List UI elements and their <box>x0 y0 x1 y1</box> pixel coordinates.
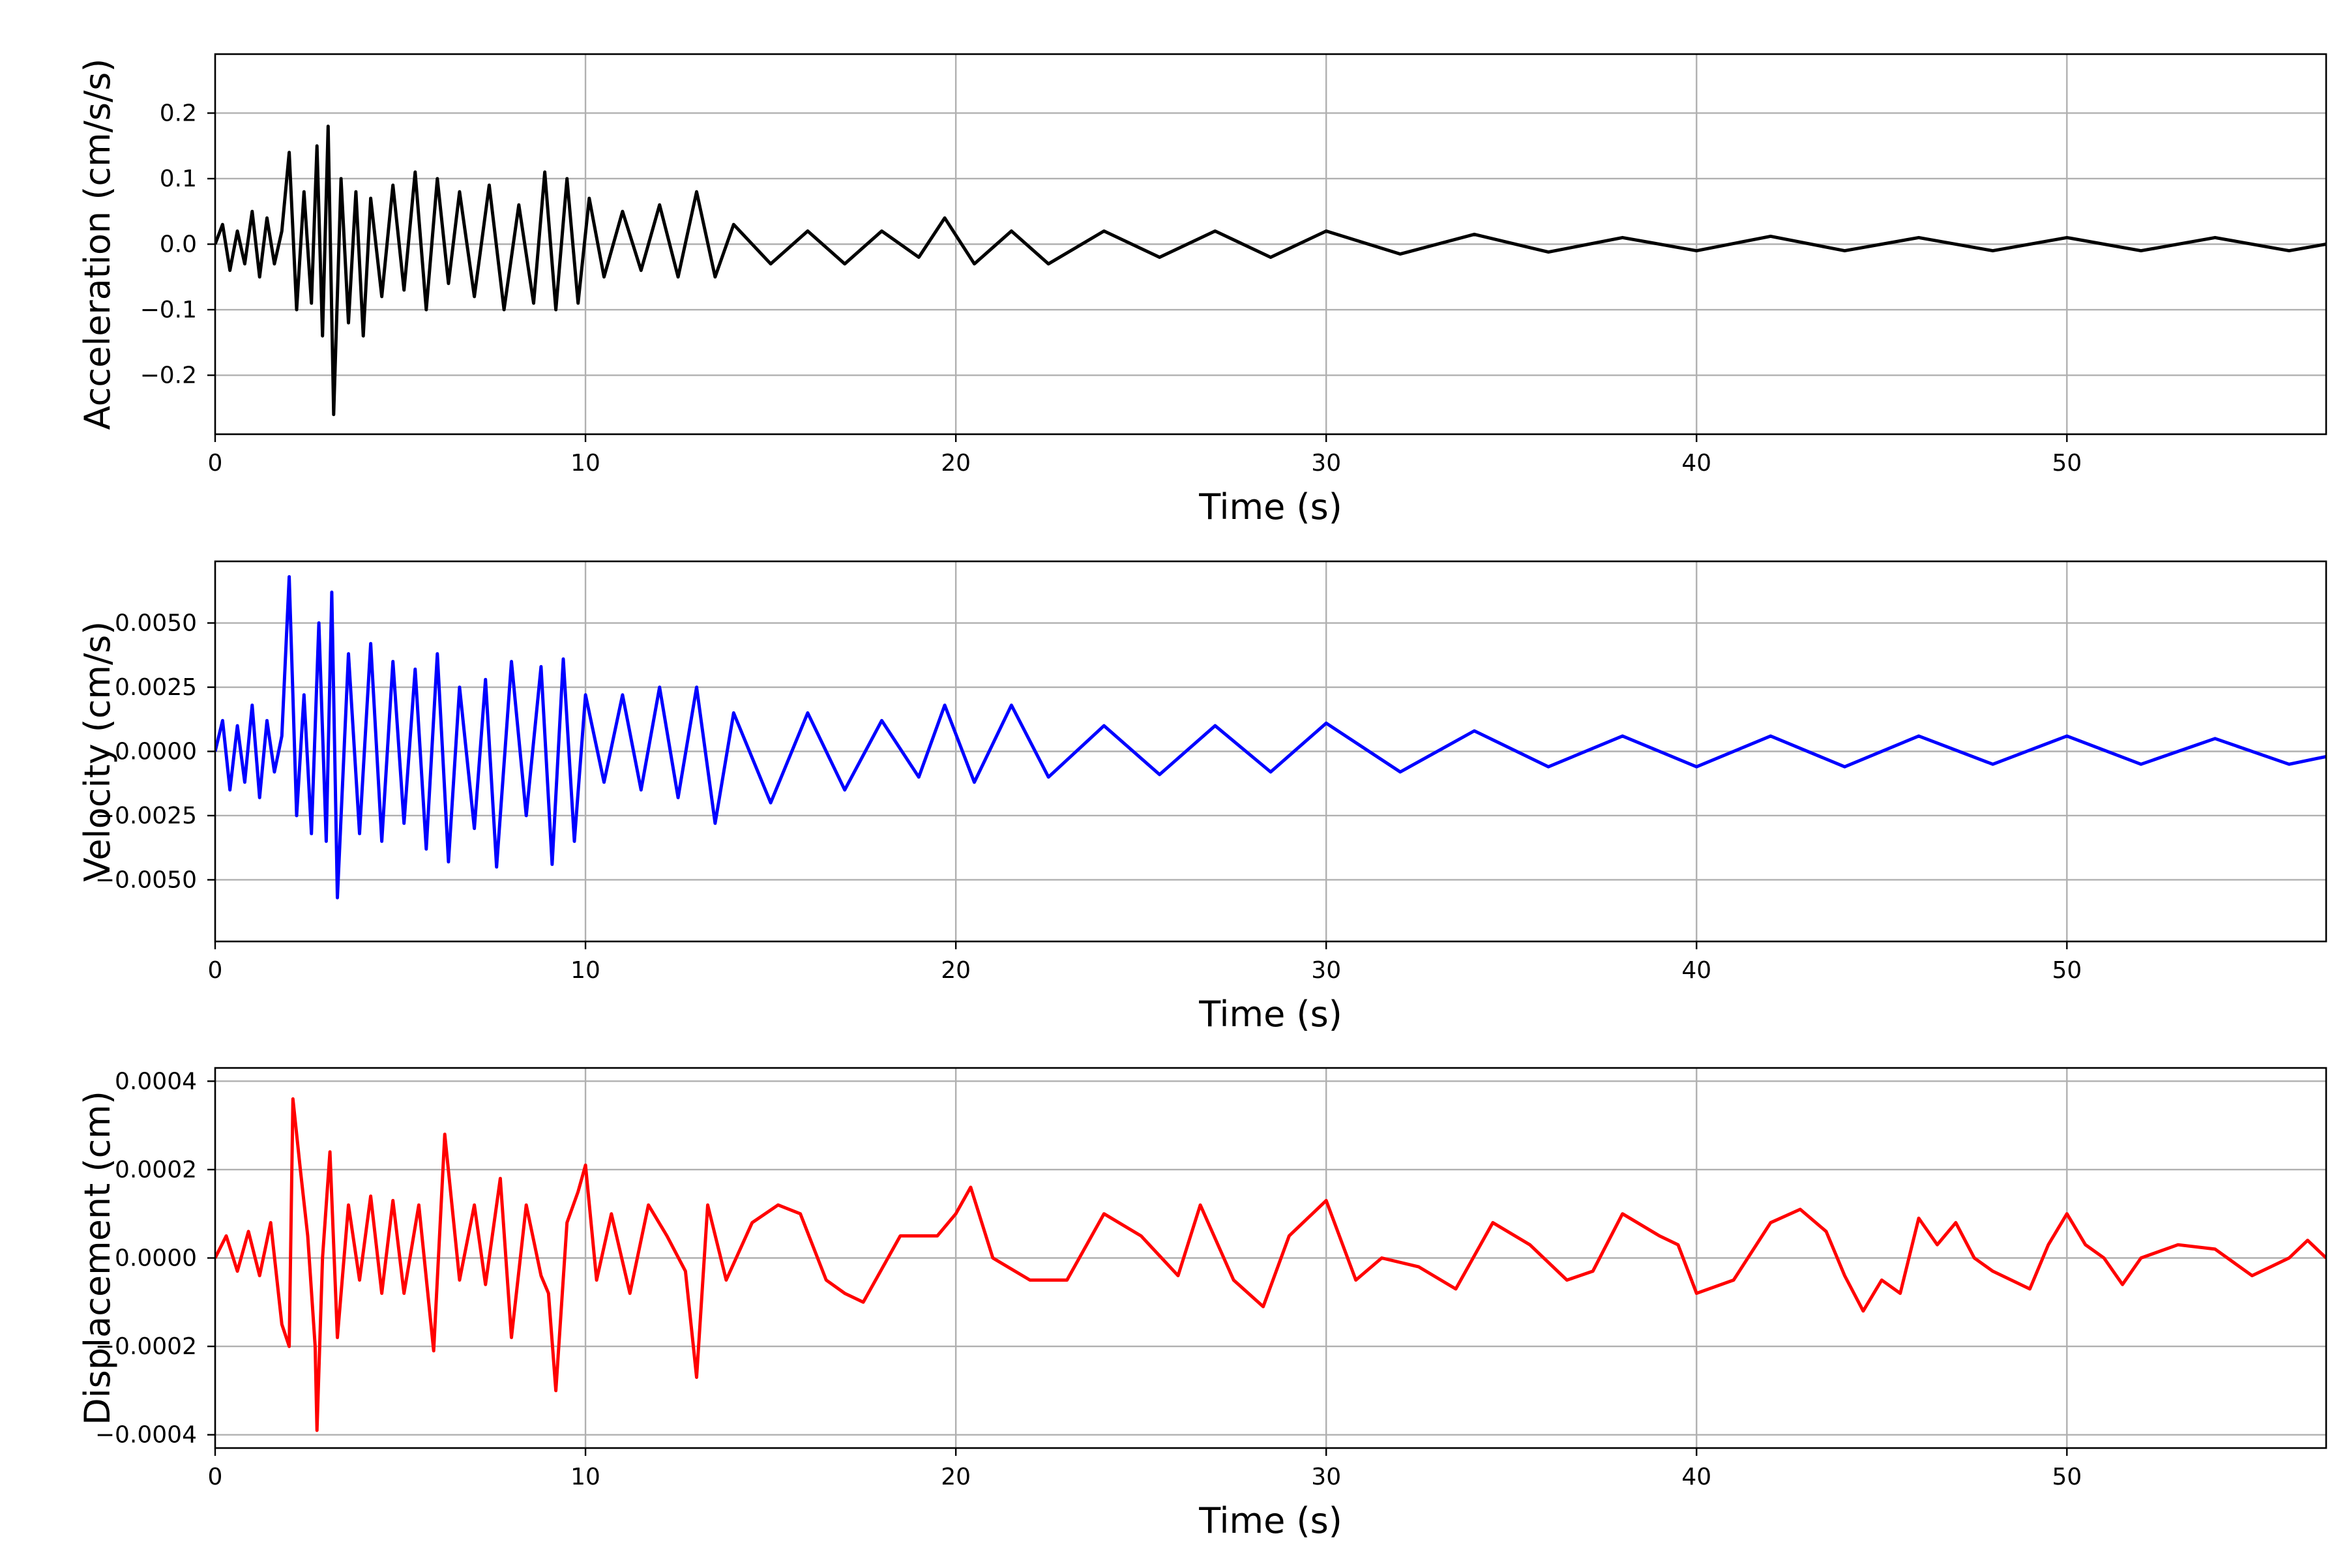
velocity-xtick-label: 20 <box>941 957 971 984</box>
displacement-panel: 0 10 20 30 40 50 −0.0004 −0.0002 0.0000 0.0002 0.0… <box>77 1067 2327 1541</box>
velocity-xtick-label: 10 <box>570 957 600 984</box>
displacement-xtick-label: 10 <box>570 1464 600 1490</box>
acceleration-ytick-label: 0.0 <box>160 231 197 258</box>
velocity-panel: 0 10 20 30 40 50 −0.0050 −0.0025 0.0000 0.0025 0.0… <box>77 560 2327 1035</box>
acceleration-xtick-label: 0 <box>208 450 223 477</box>
acceleration-ytick-label: −0.2 <box>140 362 197 389</box>
displacement-ytick-label: 0.0004 <box>115 1068 197 1095</box>
displacement-ytick-label: −0.0002 <box>95 1333 197 1360</box>
velocity-ytick-label: 0.0025 <box>115 674 197 701</box>
displacement-xtick-label: 20 <box>941 1464 971 1490</box>
displacement-ytick-label: −0.0004 <box>95 1422 197 1449</box>
velocity-ytick-label: −0.0050 <box>95 866 197 893</box>
acceleration-ytick-label: −0.1 <box>140 297 197 323</box>
velocity-xtick-label: 50 <box>2052 957 2082 984</box>
acceleration-xtick-label: 30 <box>1311 450 1341 477</box>
displacement-series-line <box>215 1097 2326 1432</box>
acceleration-xaxis-label: Time (s) <box>1198 486 1342 527</box>
displacement-xaxis-label: Time (s) <box>1198 1500 1342 1541</box>
displacement-xtick-label: 30 <box>1311 1464 1341 1490</box>
acceleration-panel: 0 10 20 30 40 50 −0.2 −0.1 0.0 0.1 0.2 Time (s) Acce… <box>77 53 2327 527</box>
velocity-xtick-label: 30 <box>1311 957 1341 984</box>
displacement-yaxis-label: Displacement (cm) <box>77 1091 118 1425</box>
velocity-series-line <box>215 575 2326 900</box>
acceleration-xtick-label: 50 <box>2052 450 2082 477</box>
velocity-xaxis-label: Time (s) <box>1198 994 1342 1035</box>
displacement-ytick-label: 0.0002 <box>115 1157 197 1183</box>
displacement-xtick-label: 50 <box>2052 1464 2082 1490</box>
acceleration-ytick-label: 0.1 <box>160 166 197 192</box>
velocity-ytick-label: −0.0025 <box>95 803 197 829</box>
velocity-xtick-label: 0 <box>208 957 223 984</box>
acceleration-ytick-label: 0.2 <box>160 100 197 126</box>
acceleration-yaxis-label: Acceleration (cm/s/s) <box>77 59 118 430</box>
displacement-xtick-label: 0 <box>208 1464 223 1490</box>
displacement-ytick-label: 0.0000 <box>115 1245 197 1272</box>
acceleration-xtick-label: 20 <box>941 450 971 477</box>
velocity-ytick-label: 0.0000 <box>115 739 197 765</box>
velocity-xtick-label: 40 <box>1681 957 1711 984</box>
acceleration-xtick-label: 10 <box>570 450 600 477</box>
displacement-xtick-label: 40 <box>1681 1464 1711 1490</box>
acceleration-xtick-label: 40 <box>1681 450 1711 477</box>
velocity-yaxis-label: Velocity (cm/s) <box>77 621 118 882</box>
acceleration-series-line <box>215 125 2326 417</box>
velocity-ytick-label: 0.0050 <box>115 610 197 637</box>
